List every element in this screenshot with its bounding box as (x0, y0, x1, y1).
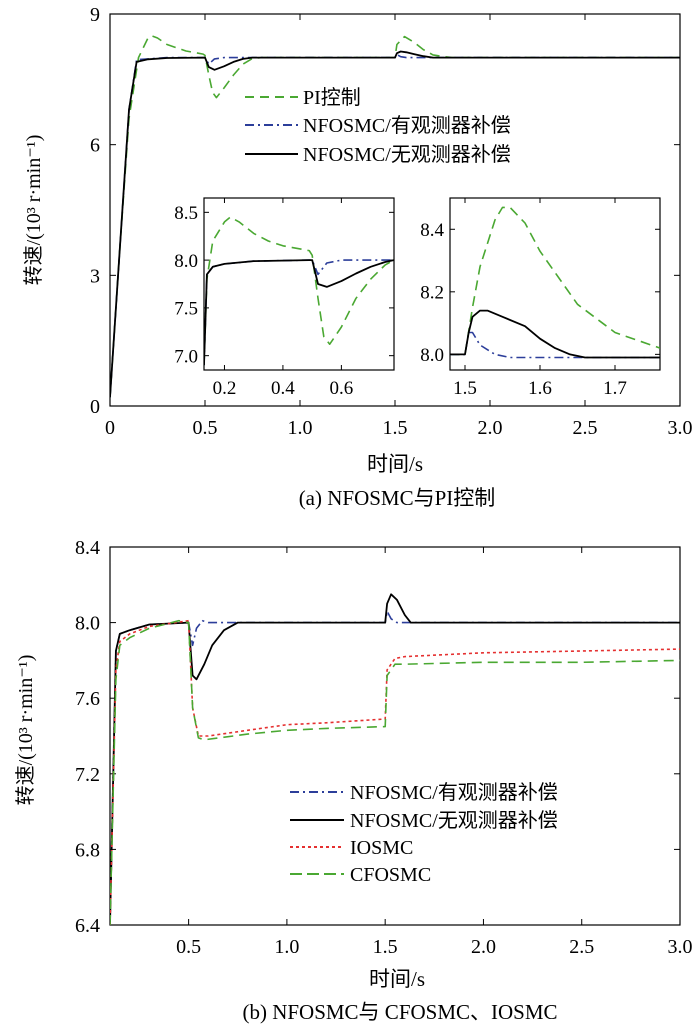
panel-b-series-line-1 (110, 593, 680, 925)
legend-b-cfosmc-label: CFOSMC (350, 864, 431, 886)
inset-1-series-line-0 (204, 216, 394, 366)
panel-a-xtick-label: 1.5 (383, 417, 408, 439)
panel-b-plot-area (109, 546, 681, 926)
panel-b: 0.5 1.0 1.5 2.0 2.5 3.0 6.4 6.8 7.2 7.6 8.0 8.4 NFO… (14, 537, 693, 1024)
inset-1-frame (203, 197, 395, 371)
panel-a-series-line-2 (110, 50, 680, 398)
panel-a-ytick-label: 9 (90, 4, 100, 26)
panel-b-xtick-label: 2.0 (471, 936, 496, 958)
panel-b-legend: NFOSMC/有观测器补偿 NFOSMC/无观测器补偿 IOSMC CFOSMC (290, 781, 558, 886)
legend-b-noobs-label: NFOSMC/无观测器补偿 (350, 809, 558, 832)
panel-a-xtick-label: 0 (105, 417, 115, 439)
inset-1-xtick-label: 0.4 (271, 378, 295, 399)
panel-a-ytick-label: 6 (90, 135, 100, 157)
inset-2-xtick-label: 1.7 (603, 378, 627, 399)
legend-b-iosmc-label: IOSMC (350, 837, 413, 859)
legend-a-obs-label: NFOSMC/有观测器补偿 (303, 114, 511, 137)
inset-2-series-line-2 (450, 309, 660, 359)
panel-a-series (110, 35, 680, 398)
panel-b-ytick-label: 8.0 (75, 613, 100, 635)
panel-a-caption: (a) NFOSMC与PI控制 (299, 486, 496, 510)
inset-1-ticks: 0.2 0.4 0.6 7.0 7.5 8.0 8.5 (174, 198, 394, 399)
panel-b-xlabel: 时间/s (369, 967, 425, 991)
panel-b-ytick-label: 8.4 (75, 537, 100, 559)
inset-2-xtick-label: 1.5 (453, 378, 477, 399)
panel-a-xtick-label: 3.0 (668, 417, 693, 439)
panel-a-ytick-label: 3 (90, 265, 100, 287)
inset-2-xtick-label: 1.6 (528, 378, 552, 399)
panel-b-xtick-label: 0.5 (176, 936, 201, 958)
legend-a-pi-label: PI控制 (303, 86, 361, 109)
panel-b-series-line-3 (110, 619, 680, 925)
panel-b-ytick-label: 7.2 (75, 764, 100, 786)
panel-a-xlabel: 时间/s (367, 452, 423, 476)
panel-a-xtick-label: 0.5 (193, 417, 218, 439)
legend-b-obs-label: NFOSMC/有观测器补偿 (350, 781, 558, 804)
inset-1: 0.2 0.4 0.6 7.0 7.5 8.0 8.5 (174, 197, 395, 399)
panel-b-ticks: 0.5 1.0 1.5 2.0 2.5 3.0 6.4 6.8 7.2 7.6 8.0 8.4 (75, 537, 693, 958)
inset-1-ytick-label: 7.5 (174, 299, 198, 320)
inset-1-xtick-label: 0.2 (213, 378, 237, 399)
panel-b-xtick-label: 3.0 (668, 936, 693, 958)
inset-2-frame (449, 197, 661, 371)
inset-2-ytick-label: 8.4 (420, 220, 444, 241)
panel-b-ytick-label: 7.6 (75, 688, 100, 710)
inset-2-series-line-0 (450, 206, 660, 356)
inset-1-series (204, 216, 394, 366)
inset-2: 1.5 1.6 1.7 8.0 8.2 8.4 (420, 197, 661, 399)
panel-a-series-line-0 (110, 35, 680, 398)
panel-a-ytick-label: 0 (90, 396, 100, 418)
panel-b-ylabel: 转速/(10³ r·min⁻¹) (14, 655, 37, 806)
inset-2-ytick-label: 8.0 (420, 345, 444, 366)
panel-a-xtick-label: 2.5 (573, 417, 598, 439)
inset-1-ytick-label: 8.5 (174, 203, 198, 224)
panel-b-ytick-label: 6.8 (75, 839, 100, 861)
inset-1-series-line-2 (204, 259, 394, 366)
panel-b-xtick-label: 2.5 (569, 936, 594, 958)
panel-a-xtick-label: 2.0 (478, 417, 503, 439)
panel-b-series-line-2 (110, 619, 680, 925)
panel-b-series-line-0 (110, 610, 680, 925)
inset-2-ytick-label: 8.2 (420, 282, 444, 303)
inset-1-ytick-label: 7.0 (174, 346, 198, 367)
inset-1-xtick-label: 0.6 (330, 378, 354, 399)
panel-a-xtick-label: 1.0 (288, 417, 313, 439)
inset-2-series (450, 206, 660, 359)
panel-b-ytick-label: 6.4 (75, 915, 100, 937)
inset-1-ytick-label: 8.0 (174, 251, 198, 272)
panel-b-caption: (b) NFOSMC与 CFOSMC、IOSMC (242, 1000, 557, 1024)
panel-b-xtick-label: 1.0 (274, 936, 299, 958)
inset-2-ticks: 1.5 1.6 1.7 8.0 8.2 8.4 (420, 198, 660, 399)
legend-a-noobs-label: NFOSMC/无观测器补偿 (303, 143, 511, 166)
panel-b-series (110, 593, 680, 925)
panel-a-legend: PI控制 NFOSMC/有观测器补偿 NFOSMC/无观测器补偿 (245, 86, 511, 166)
panel-b-xtick-label: 1.5 (373, 936, 398, 958)
panel-a-ylabel: 转速/(10³ r·min⁻¹) (22, 135, 45, 286)
